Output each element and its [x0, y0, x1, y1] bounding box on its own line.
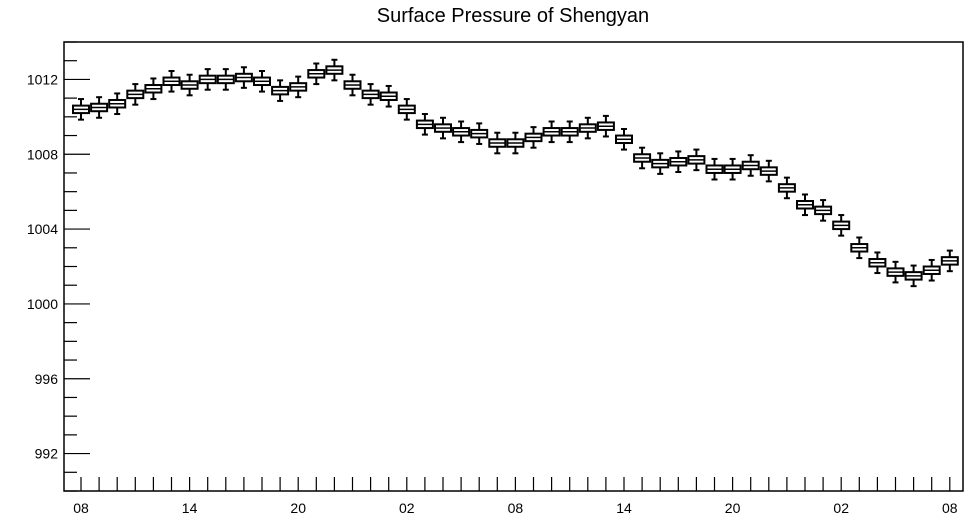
x-axis: 08 14 20 02 08 14 20 02 08: [73, 477, 958, 516]
box-mark: [361, 83, 380, 106]
box-mark: [488, 131, 507, 155]
x-tick-label: 20: [725, 500, 741, 516]
box-mark: [723, 157, 742, 181]
x-tick-label: 14: [182, 500, 198, 516]
box-mark: [162, 69, 181, 93]
box-mark: [524, 126, 543, 149]
box-mark: [796, 193, 814, 217]
x-tick-label: 08: [73, 500, 89, 516]
box-mark: [578, 116, 597, 140]
y-axis: 992 996 1000 1004 1008 1012: [27, 41, 90, 492]
box-mark: [397, 98, 416, 121]
box-mark: [271, 79, 290, 102]
box-mark: [542, 120, 561, 144]
box-mark: [633, 146, 652, 170]
box-mark: [126, 83, 145, 106]
box-mark: [307, 62, 326, 86]
box-mark: [886, 260, 905, 284]
y-tick-label: 1000: [27, 296, 58, 312]
box-mark: [922, 258, 941, 282]
box-mark: [90, 96, 109, 119]
box-mark: [379, 84, 398, 108]
box-mark: [850, 236, 869, 260]
box-mark: [651, 152, 670, 175]
box-mark: [289, 75, 308, 99]
box-mark: [687, 148, 706, 172]
box-mark: [325, 58, 344, 82]
box-mark: [253, 69, 271, 93]
box-mark: [470, 122, 489, 145]
box-mark: [108, 92, 127, 116]
box-mark: [560, 120, 579, 144]
box-mark: [144, 77, 163, 101]
x-tick-label: 20: [290, 500, 306, 516]
plot-frame: [63, 41, 964, 492]
x-tick-label: 02: [399, 500, 415, 516]
box-mark: [777, 176, 796, 200]
box-mark: [596, 114, 615, 138]
y-tick-label: 996: [35, 371, 59, 387]
box-mark: [198, 68, 217, 91]
box-mark: [904, 264, 923, 288]
x-tick-label: 08: [942, 500, 958, 516]
box-mark: [705, 157, 724, 181]
box-mark: [669, 150, 688, 174]
x-tick-label: 14: [616, 500, 632, 516]
y-tick-label: 992: [35, 446, 59, 462]
x-tick-label: 08: [508, 500, 524, 516]
y-tick-label: 1012: [27, 71, 58, 87]
x-tick-label: 02: [833, 500, 849, 516]
chart-title: Surface Pressure of Shengyan: [377, 5, 649, 27]
box-mark: [615, 127, 633, 151]
box-mark: [180, 73, 199, 97]
box-mark: [868, 251, 887, 275]
box-mark: [940, 249, 959, 273]
box-mark: [415, 113, 434, 136]
data-marks: [72, 58, 959, 288]
box-mark: [506, 131, 525, 155]
box-mark: [832, 214, 851, 237]
box-mark: [452, 120, 471, 144]
box-mark: [72, 98, 90, 121]
box-mark: [343, 73, 362, 97]
box-mark: [741, 154, 760, 177]
box-mark: [814, 199, 833, 222]
y-tick-label: 1008: [27, 146, 58, 162]
box-mark: [216, 68, 235, 91]
box-mark: [434, 116, 452, 140]
box-mark: [759, 159, 778, 183]
box-mark: [234, 66, 253, 89]
y-tick-label: 1004: [27, 221, 58, 237]
